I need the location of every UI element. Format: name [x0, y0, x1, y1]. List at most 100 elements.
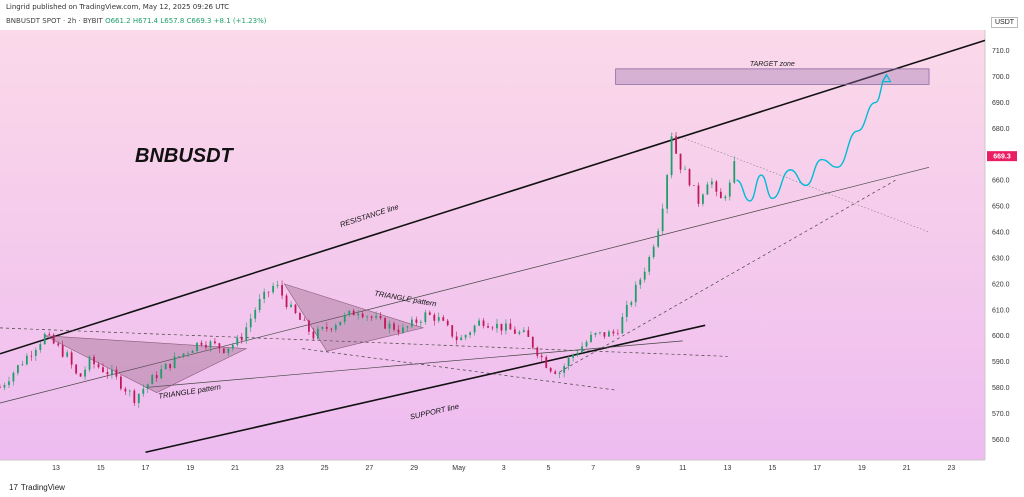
candle-body — [169, 363, 172, 368]
candle-body — [612, 331, 615, 334]
candle-body — [75, 364, 78, 374]
candle-body — [146, 384, 149, 389]
candle-body — [384, 318, 386, 329]
candle-body — [437, 317, 440, 321]
candle-body — [728, 182, 731, 197]
candle-body — [536, 347, 539, 356]
candle-body — [567, 357, 570, 367]
candle-body — [706, 184, 709, 195]
candle-body — [196, 342, 198, 351]
candle-body — [330, 328, 333, 330]
candle-body — [630, 302, 633, 305]
candle-body — [522, 330, 525, 332]
x-tick-label: 3 — [502, 465, 506, 472]
candle-body — [366, 316, 369, 318]
candle-body — [8, 381, 10, 385]
trend-line — [145, 340, 683, 388]
y-tick-label: 580.0 — [992, 385, 1010, 392]
candle-body — [715, 181, 718, 192]
triangle-pattern-shape — [283, 283, 425, 352]
candle-body — [675, 136, 677, 154]
candle-body — [93, 356, 95, 365]
candle-body — [572, 354, 574, 358]
candle-body — [625, 304, 628, 318]
candle-body — [84, 369, 86, 377]
candle-body — [191, 350, 194, 353]
candle-body — [34, 349, 37, 356]
candle-body — [290, 304, 292, 308]
candle-body — [160, 369, 163, 379]
currency-unit-badge[interactable]: USDT — [991, 17, 1019, 28]
candle-body — [249, 318, 252, 328]
candle-body — [164, 363, 167, 370]
candle-body — [375, 316, 377, 318]
candle-body — [558, 372, 561, 374]
candle-body — [272, 285, 275, 293]
candle-body — [218, 343, 221, 349]
candle-body — [518, 331, 521, 334]
candle-body — [554, 371, 557, 374]
y-tick-label: 710.0 — [992, 48, 1010, 55]
candle-body — [187, 352, 189, 354]
symbol-info: BNBUSDT SPOT · 2h · BYBIT — [6, 17, 103, 25]
target-zone-label: TARGET zone — [750, 61, 795, 68]
candle-body — [205, 344, 207, 348]
y-tick-label: 650.0 — [992, 204, 1010, 211]
candle-body — [491, 327, 494, 329]
candle-body — [460, 337, 463, 341]
candle-body — [325, 327, 328, 329]
candle-body — [173, 356, 176, 368]
candle-body — [388, 323, 391, 329]
candle-body — [688, 169, 691, 186]
candle-body — [585, 341, 588, 347]
candle-body — [679, 153, 682, 170]
candle-body — [590, 334, 592, 342]
tradingview-logo[interactable]: 17 TradingView — [6, 483, 65, 492]
candle-body — [455, 336, 458, 341]
tradingview-brand: TradingView — [20, 483, 65, 492]
candle-body — [693, 185, 695, 186]
candle-body — [469, 332, 472, 336]
y-tick-label: 690.0 — [992, 100, 1010, 107]
x-tick-label: 5 — [547, 465, 551, 472]
candle-body — [357, 313, 360, 316]
candle-body — [106, 372, 109, 375]
candle-body — [415, 319, 418, 323]
candle-body — [724, 196, 727, 199]
x-tick-label: 7 — [591, 465, 595, 472]
candle-body — [648, 257, 651, 272]
candle-body — [419, 321, 422, 323]
x-tick-label: 23 — [276, 465, 284, 472]
candle-body — [209, 341, 212, 348]
candle-body — [697, 185, 700, 204]
candle-body — [393, 323, 395, 330]
candle-body — [603, 332, 606, 337]
chart-title: BNBUSDT — [135, 145, 235, 167]
last-price-label: 669.3 — [993, 154, 1011, 161]
x-tick-label: 27 — [365, 465, 373, 472]
candle-body — [151, 375, 154, 385]
y-tick-label: 560.0 — [992, 437, 1010, 444]
candle-body — [684, 169, 686, 170]
candle-body — [657, 231, 660, 247]
candle-body — [321, 327, 324, 329]
candle-body — [17, 365, 19, 373]
candle-body — [111, 369, 113, 375]
candle-body — [442, 317, 445, 321]
publisher-line: Lingrid published on TradingView.com, Ma… — [6, 3, 230, 11]
candle-body — [513, 329, 516, 334]
candle-body — [496, 323, 498, 329]
candle-body — [25, 355, 28, 365]
axis-background — [985, 30, 1024, 460]
candle-body — [505, 323, 507, 331]
x-tick-label: 19 — [186, 465, 194, 472]
x-tick-label: 13 — [52, 465, 60, 472]
y-tick-label: 610.0 — [992, 307, 1010, 314]
trend-line — [559, 179, 896, 373]
symbol-line: BNBUSDT SPOT · 2h · BYBIT O661.2 H671.4 … — [6, 17, 266, 25]
candle-body — [710, 181, 713, 185]
time-axis-background — [0, 460, 1024, 480]
y-tick-label: 620.0 — [992, 281, 1010, 288]
candle-body — [433, 314, 436, 321]
